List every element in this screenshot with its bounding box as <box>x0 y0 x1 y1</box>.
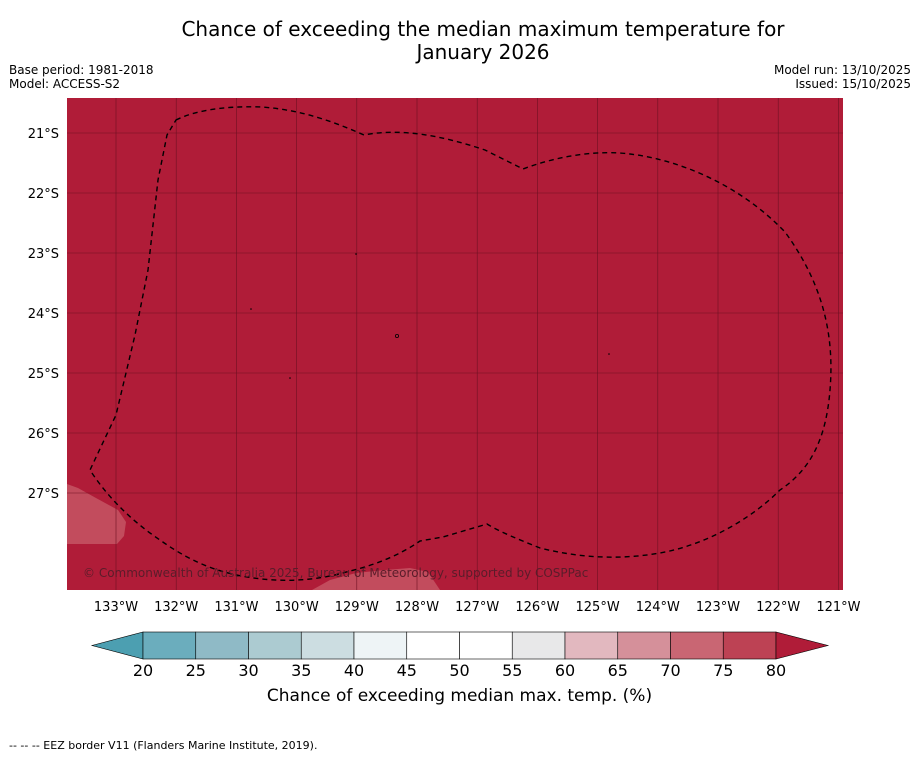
colorbar-tick-label: 30 <box>238 661 258 680</box>
colorbar-tick-label: 20 <box>133 661 153 680</box>
colorbar-tick-label: 45 <box>397 661 417 680</box>
lon-label: 131°W <box>214 600 258 615</box>
colorbar: 20 25 30 35 40 45 50 55 60 65 70 75 80 <box>90 631 830 680</box>
colorbar-segment <box>353 631 408 660</box>
lat-label: 26°S <box>28 427 59 442</box>
colorbar-tick-label: 40 <box>344 661 364 680</box>
colorbar-segment <box>459 631 513 660</box>
lon-label: 129°W <box>335 600 379 615</box>
colorbar-tick-label: 65 <box>608 661 628 680</box>
colorbar-segment <box>248 631 302 660</box>
colorbar-segment <box>406 631 460 660</box>
colorbar-tick-label: 75 <box>713 661 733 680</box>
colorbar-tick-label: 70 <box>660 661 680 680</box>
lat-label: 25°S <box>28 367 59 382</box>
lat-label: 22°S <box>28 187 59 202</box>
lat-label: 21°S <box>28 127 59 142</box>
lower-probability-area-south <box>312 568 440 590</box>
map-gridlines <box>67 98 843 590</box>
colorbar-tick-label: 50 <box>449 661 469 680</box>
issued-date: Issued: 15/10/2025 <box>795 77 911 91</box>
lat-label: 27°S <box>28 487 59 502</box>
island-marker <box>355 253 357 255</box>
island-marker <box>250 308 252 310</box>
model-name: Model: ACCESS-S2 <box>9 77 121 91</box>
lon-label: 124°W <box>636 600 680 615</box>
colorbar-under-triangle <box>90 631 144 660</box>
colorbar-tick-label: 55 <box>502 661 522 680</box>
lon-label: 125°W <box>576 600 620 615</box>
colorbar-segment <box>564 631 619 660</box>
lon-label: 130°W <box>275 600 319 615</box>
lat-label: 24°S <box>28 307 59 322</box>
lower-probability-area-west <box>67 484 126 544</box>
colorbar-segment <box>142 631 197 660</box>
lon-label: 128°W <box>395 600 439 615</box>
colorbar-segment <box>511 631 566 660</box>
colorbar-tick-label: 35 <box>291 661 311 680</box>
chart-title-line1: Chance of exceeding the median maximum t… <box>181 17 785 41</box>
island-marker <box>608 353 610 355</box>
lon-label: 123°W <box>696 600 740 615</box>
colorbar-tick-label: 60 <box>555 661 575 680</box>
island-marker <box>289 377 291 379</box>
chart-title: Chance of exceeding the median maximum t… <box>0 18 919 64</box>
colorbar-segment <box>722 631 777 660</box>
colorbar-tick-label: 25 <box>186 661 206 680</box>
lon-label: 132°W <box>154 600 198 615</box>
map-copyright: © Commonwealth of Australia 2025, Bureau… <box>83 566 588 580</box>
colorbar-segment <box>617 631 671 660</box>
lon-label: 122°W <box>756 600 800 615</box>
chart-title-line2: January 2026 <box>416 40 550 64</box>
model-run: Model run: 13/10/2025 <box>773 63 911 77</box>
colorbar-segment <box>195 631 249 660</box>
lat-label: 23°S <box>28 247 59 262</box>
lon-label: 126°W <box>515 600 559 615</box>
colorbar-over-triangle <box>775 631 830 660</box>
map-background <box>67 98 843 590</box>
footer-note: -- -- -- EEZ border V11 (Flanders Marine… <box>9 739 318 752</box>
eez-border <box>89 106 832 581</box>
meta-left: Base period: 1981-2018 Model: ACCESS-S2 <box>9 63 154 91</box>
longitude-labels: 133°W 132°W 131°W 130°W 129°W 128°W 127°W 126°W… <box>94 600 861 615</box>
island-markers <box>250 253 610 379</box>
colorbar-segment <box>670 631 724 660</box>
colorbar-label: Chance of exceeding median max. temp. (%… <box>266 686 653 706</box>
base-period: Base period: 1981-2018 <box>9 63 154 77</box>
island-marker <box>394 333 399 338</box>
lon-label: 133°W <box>94 600 138 615</box>
lon-label: 121°W <box>816 600 860 615</box>
meta-right: Model run: 13/10/2025 Issued: 15/10/2025 <box>774 63 911 91</box>
colorbar-segment <box>300 631 355 660</box>
lon-label: 127°W <box>455 600 499 615</box>
latitude-labels: 21°S 22°S 23°S 24°S 25°S 26°S 27°S <box>28 127 59 502</box>
colorbar-tick-label: 80 <box>766 661 786 680</box>
